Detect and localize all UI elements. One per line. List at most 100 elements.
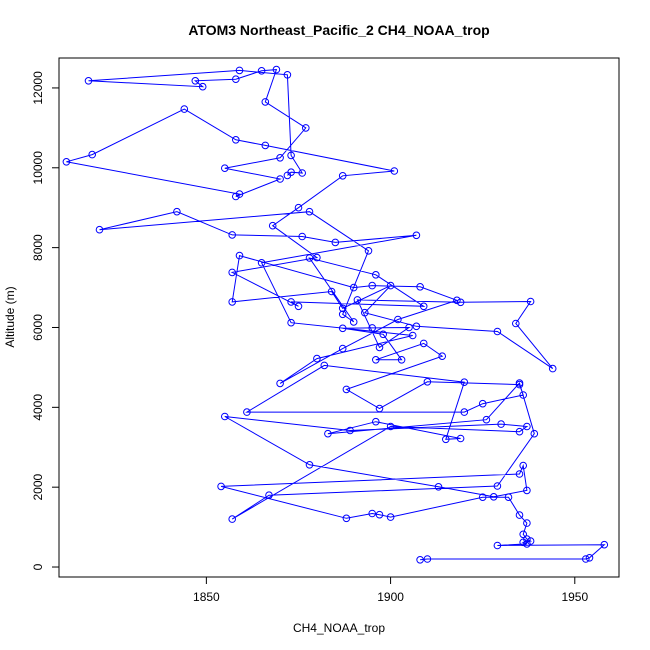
data-point (582, 555, 590, 563)
data-point (305, 207, 314, 216)
y-tick-label: 8000 (31, 234, 45, 261)
y-tick-label: 4000 (31, 394, 45, 421)
chart-title: ATOM3 Northeast_Pacific_2 CH4_NOAA_trop (188, 22, 489, 38)
data-point (276, 379, 284, 388)
data-point (287, 151, 295, 160)
data-point (493, 482, 502, 490)
data-point (320, 361, 329, 370)
data-point (232, 75, 240, 83)
data-point (243, 408, 251, 416)
data-point (232, 192, 240, 201)
data-point (375, 510, 384, 519)
data-point (372, 271, 380, 279)
data-point (228, 231, 236, 239)
data-point (84, 77, 93, 85)
data-point (313, 253, 321, 262)
data-point (221, 164, 229, 172)
data-point (453, 296, 461, 305)
data-point (338, 172, 347, 180)
x-tick-label: 1850 (193, 590, 220, 604)
data-point (228, 298, 236, 306)
data-point (261, 141, 270, 150)
data-point (283, 171, 292, 180)
data-point (276, 154, 284, 162)
data-point (349, 283, 358, 292)
data-point (261, 98, 270, 106)
data-point (456, 298, 465, 307)
data-point (519, 461, 528, 470)
data-point (180, 105, 189, 113)
data-point (416, 556, 424, 564)
data-point (364, 247, 373, 255)
data-point (235, 190, 244, 198)
data-point (497, 420, 505, 428)
data-point (519, 530, 528, 539)
data-point (585, 554, 594, 562)
data-point (379, 330, 388, 339)
data-point (523, 535, 531, 543)
data-point (519, 391, 528, 399)
data-point (228, 515, 236, 523)
data-point (493, 327, 502, 336)
data-point (504, 493, 513, 502)
data-point (198, 82, 207, 91)
data-point (338, 304, 347, 313)
data-point (305, 461, 314, 469)
data-point (283, 71, 292, 79)
data-point (257, 259, 266, 267)
data-point (353, 296, 362, 304)
data-point (265, 491, 273, 500)
data-point (405, 323, 413, 332)
y-tick-label: 10000 (31, 151, 45, 185)
data-point (191, 77, 200, 85)
data-point (235, 251, 244, 260)
data-point (423, 378, 432, 386)
data-point (257, 67, 266, 75)
data-point (434, 483, 443, 491)
data-point (298, 232, 307, 241)
plot-frame (58, 57, 620, 578)
data-point (375, 404, 384, 413)
data-point (530, 429, 539, 438)
data-point (600, 540, 609, 549)
series-line (66, 69, 606, 561)
x-axis-label: CH4_NOAA_trop (293, 621, 385, 635)
x-tick-label: 1950 (561, 590, 588, 604)
data-point (327, 287, 336, 296)
series-layer (62, 65, 609, 564)
data-point (386, 422, 395, 431)
data-point (515, 511, 524, 519)
data-point (173, 207, 181, 216)
data-point (302, 124, 310, 132)
data-point (305, 254, 314, 262)
y-tick-label: 2000 (31, 474, 45, 501)
data-point (342, 385, 351, 394)
data-point (548, 364, 557, 373)
data-point (515, 380, 524, 389)
data-point (523, 486, 531, 495)
data-point (88, 150, 96, 159)
data-point (298, 169, 307, 177)
y-axis-label: Altitude (m) (3, 286, 17, 347)
data-point (394, 315, 402, 324)
data-point (372, 417, 380, 426)
data-point (523, 422, 531, 431)
data-point (62, 158, 71, 166)
data-point (515, 427, 524, 436)
data-point (346, 426, 354, 435)
data-point (419, 302, 428, 311)
data-point (423, 555, 432, 563)
data-point (287, 318, 295, 327)
data-point (526, 297, 535, 306)
data-point (478, 493, 487, 502)
data-point (331, 238, 340, 247)
data-point (408, 331, 417, 340)
data-point (515, 470, 524, 478)
data-point (338, 344, 347, 353)
data-point (95, 225, 104, 234)
data-point (438, 352, 447, 361)
data-point (523, 519, 531, 527)
data-point (368, 509, 377, 518)
data-point (372, 356, 380, 364)
